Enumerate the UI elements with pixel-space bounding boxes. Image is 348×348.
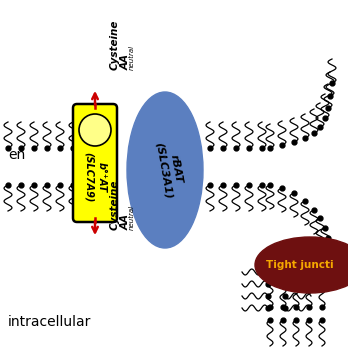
Text: b°⁺AT
(SLC7A9): b°⁺AT (SLC7A9) <box>84 152 106 202</box>
Text: Cysteine: Cysteine <box>110 19 120 70</box>
Text: neutral: neutral <box>129 205 135 230</box>
Ellipse shape <box>255 237 348 293</box>
Circle shape <box>79 114 111 146</box>
Text: AA: AA <box>121 214 131 230</box>
Text: AA: AA <box>121 54 131 70</box>
Text: rBAT
(SLC3A1): rBAT (SLC3A1) <box>154 140 186 200</box>
FancyBboxPatch shape <box>73 104 117 222</box>
Text: intracellular: intracellular <box>8 315 92 329</box>
Text: neutral: neutral <box>129 45 135 70</box>
Text: Cysteine: Cysteine <box>110 180 120 230</box>
Ellipse shape <box>127 92 203 248</box>
Text: Tight juncti: Tight juncti <box>266 260 334 270</box>
Text: en: en <box>8 148 25 162</box>
